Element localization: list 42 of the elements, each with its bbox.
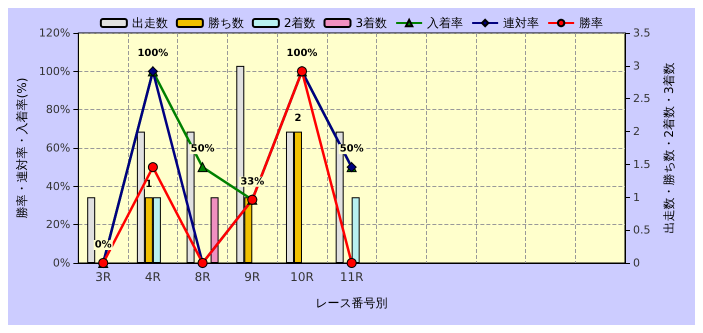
legend-label: 出走数 (132, 16, 168, 30)
legend-label: 勝ち数 (208, 16, 244, 30)
data-label: 0% (94, 240, 112, 250)
y2-tick-label: 0.5 (633, 224, 650, 237)
point (198, 162, 208, 172)
y2-tick-label: 0 (633, 256, 640, 270)
x-tick-label: 11R (340, 270, 364, 284)
y2-axis-title: 出走数・勝ち数・2着数・3着数 (662, 62, 676, 234)
legend-label: 勝率 (579, 16, 604, 30)
point (148, 162, 158, 172)
y-tick-label: 60% (46, 142, 70, 154)
y-tick-label: 0% (52, 256, 70, 270)
y2-tick-label: 1.5 (633, 158, 650, 171)
y-tick-label: 40% (46, 180, 70, 193)
legend-label: 3着数 (356, 16, 388, 30)
x-tick-label: 9R (244, 270, 260, 284)
legend-label: 2着数 (284, 16, 316, 30)
data-label: 1 (145, 178, 152, 190)
y2-tick-label: 3.5 (633, 26, 650, 40)
x-tick-label: 3R (95, 270, 112, 284)
y2-tick-label: 3 (633, 59, 640, 72)
data-label: 100% (286, 48, 318, 59)
y-tick-label: 100% (38, 64, 70, 78)
data-label: 50% (190, 144, 215, 155)
data-label: 2 (294, 113, 302, 124)
y-tick-label: 120% (38, 26, 70, 40)
y2-tick-label: 2 (633, 125, 640, 138)
y-tick-label: 80% (46, 103, 70, 116)
y-tick-label: 20% (46, 218, 70, 232)
y2-tick-label: 2.5 (633, 92, 650, 106)
x-axis-title: レース番号別 (316, 296, 388, 310)
data-label: 33% (240, 176, 264, 188)
legend-label: 入着率 (427, 16, 464, 30)
data-label: 100% (137, 48, 168, 59)
legend-label: 連対率 (503, 16, 540, 30)
y-axis-title: 勝率・連対率・入着率(%) (15, 78, 29, 218)
y2-tick-label: 1 (633, 190, 640, 204)
x-tick-label: 4R (144, 270, 161, 284)
x-tick-label: 10R (290, 270, 314, 284)
point (346, 258, 357, 268)
data-label: 50% (340, 144, 364, 155)
x-tick-label: 8R (194, 270, 211, 284)
